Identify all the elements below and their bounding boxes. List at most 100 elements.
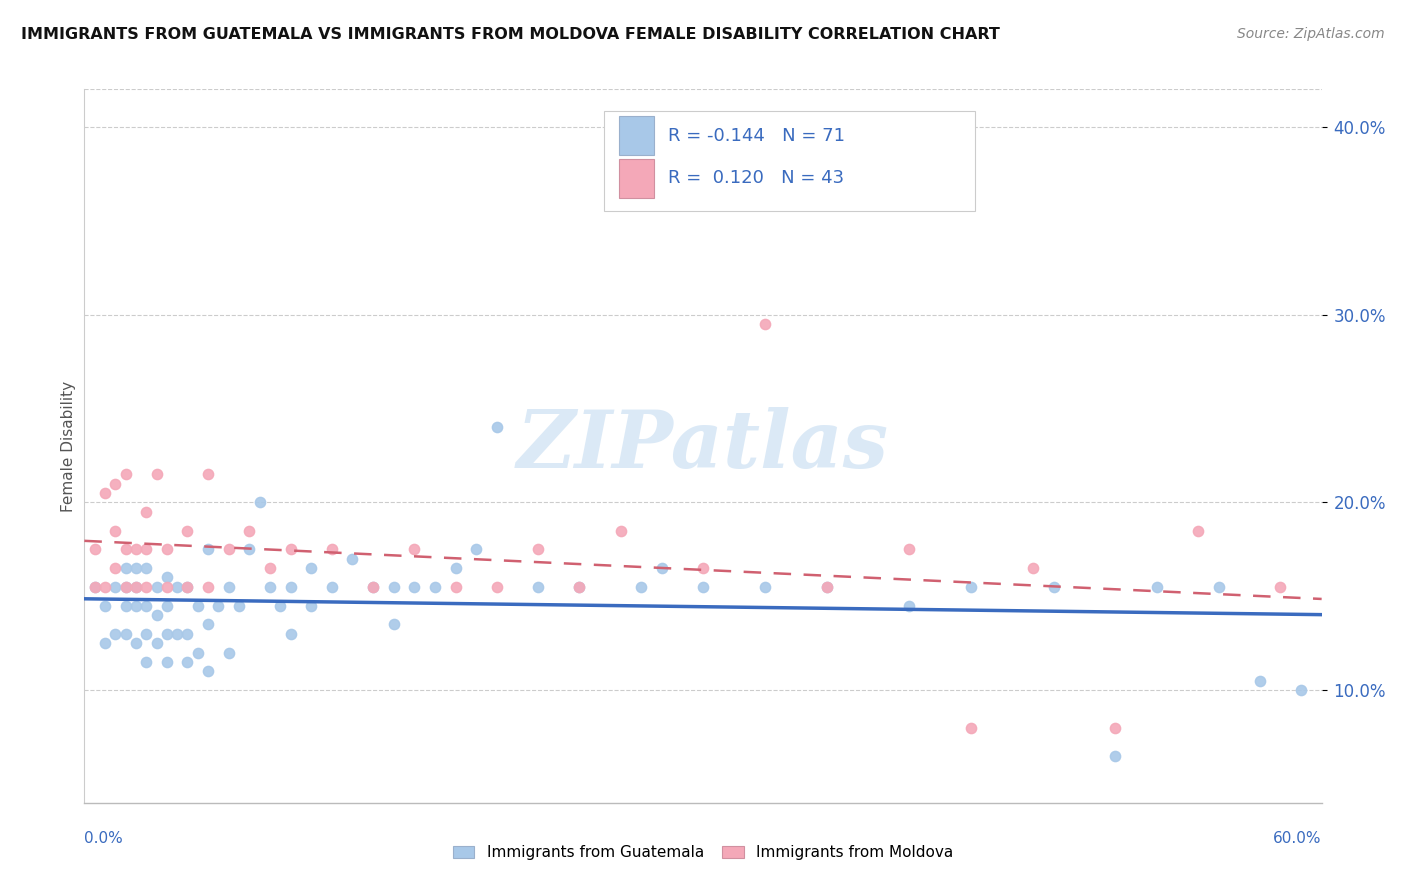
- Point: [898, 599, 921, 613]
- Point: [568, 580, 591, 594]
- Point: [651, 561, 673, 575]
- Point: [94, 599, 117, 613]
- Point: [404, 542, 426, 557]
- Text: ZIPatlas: ZIPatlas: [517, 408, 889, 484]
- Point: [630, 580, 652, 594]
- Point: [815, 580, 838, 594]
- Point: [1270, 580, 1292, 594]
- Point: [342, 551, 364, 566]
- Point: [754, 580, 776, 594]
- Point: [135, 542, 157, 557]
- Point: [361, 580, 384, 594]
- Point: [94, 580, 117, 594]
- Point: [83, 580, 105, 594]
- Point: [238, 542, 260, 557]
- Point: [197, 580, 219, 594]
- Point: [1104, 748, 1126, 763]
- Point: [444, 580, 467, 594]
- Point: [197, 617, 219, 632]
- Point: [692, 580, 714, 594]
- Text: 60.0%: 60.0%: [1274, 831, 1322, 847]
- Point: [527, 542, 550, 557]
- Point: [218, 542, 240, 557]
- Point: [166, 580, 188, 594]
- Point: [238, 524, 260, 538]
- Point: [609, 524, 631, 538]
- Point: [815, 580, 838, 594]
- Point: [125, 542, 148, 557]
- Point: [156, 627, 179, 641]
- Point: [1187, 524, 1209, 538]
- Point: [187, 599, 209, 613]
- Point: [754, 317, 776, 331]
- Point: [1146, 580, 1168, 594]
- Point: [207, 599, 229, 613]
- Point: [114, 580, 136, 594]
- Point: [249, 495, 271, 509]
- Point: [135, 627, 157, 641]
- Text: IMMIGRANTS FROM GUATEMALA VS IMMIGRANTS FROM MOLDOVA FEMALE DISABILITY CORRELATI: IMMIGRANTS FROM GUATEMALA VS IMMIGRANTS …: [21, 27, 1000, 42]
- Point: [135, 580, 157, 594]
- Point: [176, 580, 198, 594]
- Point: [104, 627, 127, 641]
- Point: [197, 467, 219, 482]
- Point: [218, 646, 240, 660]
- Point: [104, 580, 127, 594]
- Point: [960, 580, 983, 594]
- Point: [135, 561, 157, 575]
- Point: [1042, 580, 1064, 594]
- Point: [104, 524, 127, 538]
- Point: [104, 561, 127, 575]
- Text: R = -0.144   N = 71: R = -0.144 N = 71: [668, 127, 845, 145]
- Point: [114, 467, 136, 482]
- Point: [259, 580, 281, 594]
- Point: [135, 599, 157, 613]
- Point: [269, 599, 291, 613]
- Point: [125, 580, 148, 594]
- Point: [218, 580, 240, 594]
- Point: [259, 561, 281, 575]
- Point: [280, 542, 302, 557]
- Point: [125, 599, 148, 613]
- Point: [1249, 673, 1271, 688]
- Text: 0.0%: 0.0%: [84, 831, 124, 847]
- Point: [692, 561, 714, 575]
- Text: R =  0.120   N = 43: R = 0.120 N = 43: [668, 169, 845, 187]
- Point: [135, 505, 157, 519]
- Point: [299, 599, 322, 613]
- Point: [83, 580, 105, 594]
- Point: [145, 636, 167, 650]
- Point: [423, 580, 446, 594]
- Point: [1208, 580, 1230, 594]
- Point: [156, 655, 179, 669]
- Point: [299, 561, 322, 575]
- Point: [125, 561, 148, 575]
- Point: [321, 580, 343, 594]
- Point: [280, 580, 302, 594]
- Point: [197, 665, 219, 679]
- Point: [280, 627, 302, 641]
- Point: [382, 580, 405, 594]
- Point: [114, 542, 136, 557]
- Point: [404, 580, 426, 594]
- Bar: [619, 116, 654, 155]
- Point: [176, 655, 198, 669]
- Point: [156, 570, 179, 584]
- Point: [156, 542, 179, 557]
- Point: [960, 721, 983, 735]
- Point: [321, 542, 343, 557]
- Point: [444, 561, 467, 575]
- Point: [1104, 721, 1126, 735]
- Point: [114, 627, 136, 641]
- Point: [485, 420, 508, 434]
- Text: Source: ZipAtlas.com: Source: ZipAtlas.com: [1237, 27, 1385, 41]
- Point: [145, 607, 167, 622]
- Point: [94, 486, 117, 500]
- Point: [568, 580, 591, 594]
- Point: [176, 524, 198, 538]
- Point: [156, 599, 179, 613]
- Point: [176, 580, 198, 594]
- Bar: [619, 159, 654, 198]
- Point: [145, 467, 167, 482]
- Point: [104, 476, 127, 491]
